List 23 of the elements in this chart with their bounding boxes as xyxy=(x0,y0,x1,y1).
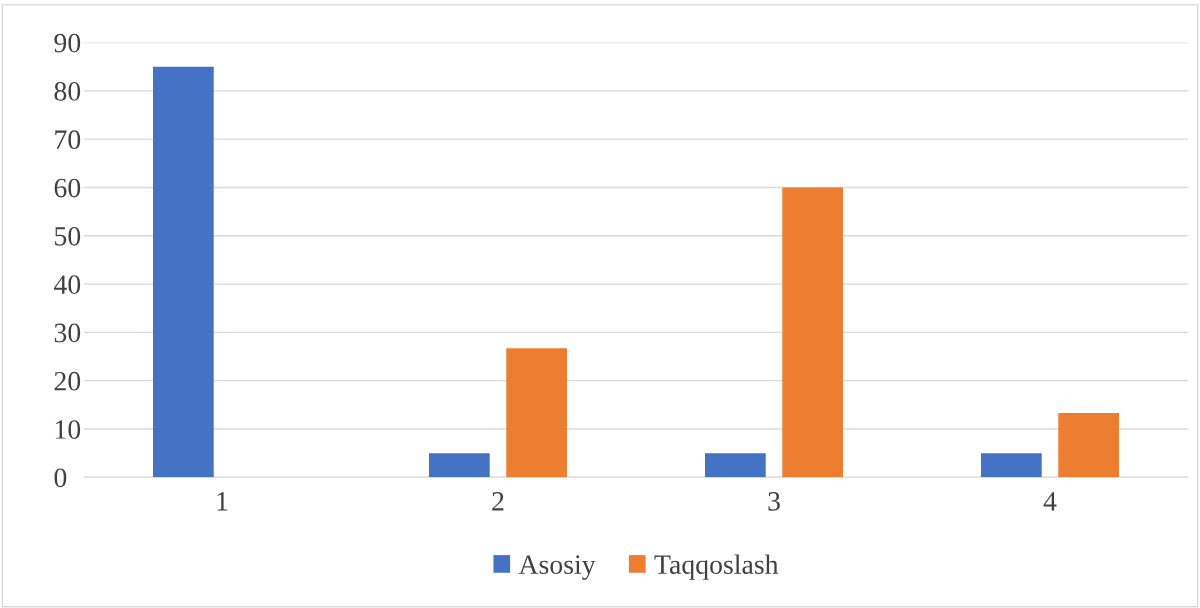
y-tick-label: 10 xyxy=(55,420,81,439)
x-tick-label: 4 xyxy=(1043,492,1057,511)
y-tick-label: 90 xyxy=(54,33,81,53)
bar xyxy=(981,453,1042,478)
bar xyxy=(153,66,214,478)
bar xyxy=(705,453,766,478)
y-tick-label: 80 xyxy=(54,82,81,101)
y-tick-label: 70 xyxy=(55,130,81,150)
y-tick-label: 60 xyxy=(54,178,81,198)
x-tick-label: 3 xyxy=(768,492,780,511)
bar xyxy=(506,348,567,478)
x-tick-label: 2 xyxy=(492,492,504,511)
y-tick-label: 30 xyxy=(54,323,81,343)
y-tick-label: 50 xyxy=(55,226,81,246)
bar xyxy=(782,187,843,478)
y-tick-label: 40 xyxy=(53,275,81,294)
bar xyxy=(1058,413,1119,478)
legend-label: Taqqoslash xyxy=(654,554,779,580)
y-tick-label: 20 xyxy=(54,371,81,391)
legend-label: Asosiy xyxy=(518,555,596,580)
x-tick-label: 1 xyxy=(217,492,228,511)
y-tick-label: 0 xyxy=(54,468,67,488)
bar xyxy=(429,453,490,478)
